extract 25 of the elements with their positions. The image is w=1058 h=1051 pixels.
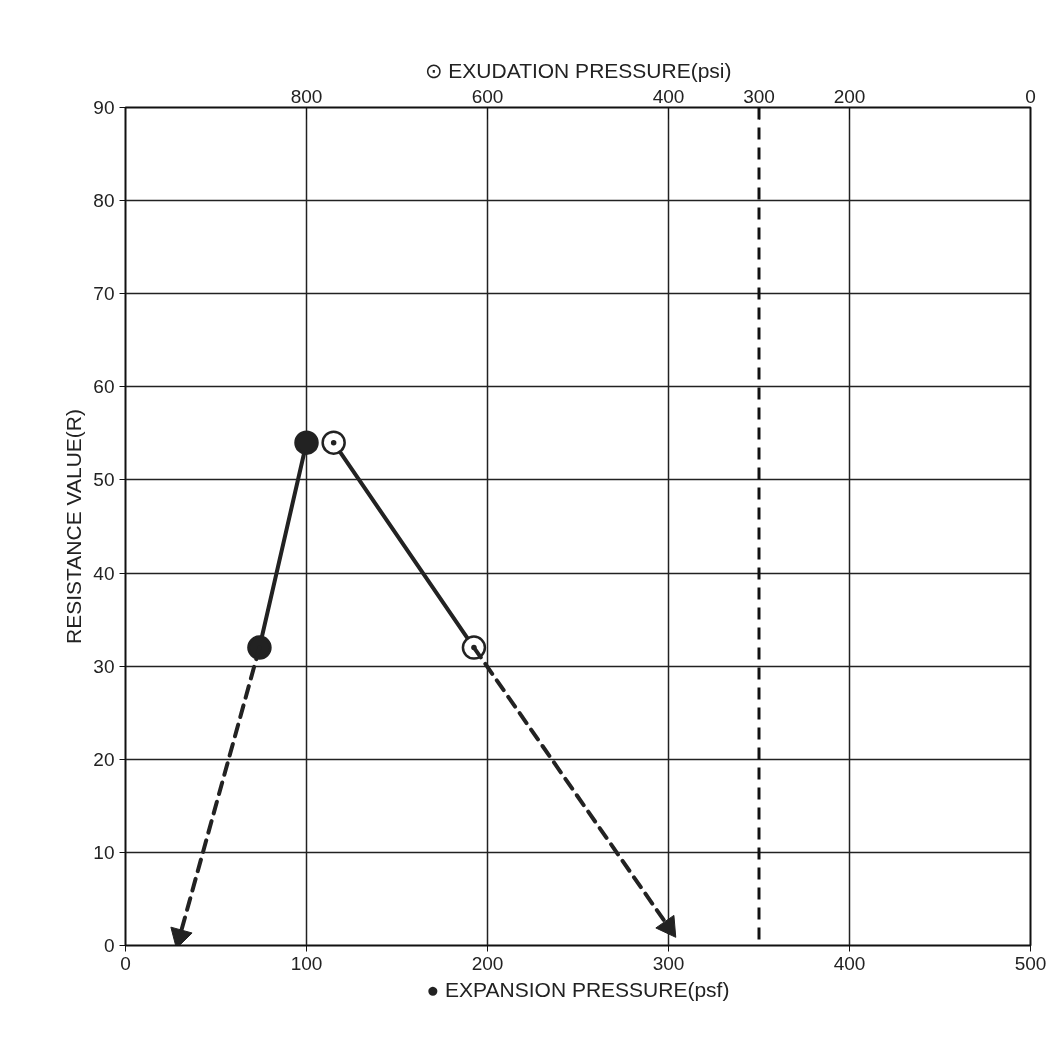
y-tick-label: 60 xyxy=(93,376,115,398)
x2-tick-label: 0 xyxy=(1025,85,1036,107)
y-tick-label: 30 xyxy=(93,655,115,677)
y-tick-label: 80 xyxy=(93,190,115,212)
x-tick-label: 400 xyxy=(833,952,866,974)
x-tick-label: 300 xyxy=(652,952,685,974)
y-tick-label: 0 xyxy=(103,935,115,956)
x2-tick-label: 600 xyxy=(471,85,504,107)
y-tick-label: 50 xyxy=(93,469,115,491)
y-tick-label: 10 xyxy=(93,841,115,863)
x-tick-label: 200 xyxy=(471,952,504,974)
y-tick-label: 40 xyxy=(93,562,115,584)
x-axis-title: ● EXPANSION PRESSURE(psf) xyxy=(426,977,730,1001)
x2-tick-label: 800 xyxy=(290,85,323,107)
x-tick-label: 100 xyxy=(290,952,323,974)
x2-tick-label: 400 xyxy=(652,85,685,107)
x-tick-label: 0 xyxy=(120,952,131,974)
x2-tick-label: 200 xyxy=(833,85,866,107)
x2-axis-title: ⊙ EXUDATION PRESSURE(psi) xyxy=(424,58,732,82)
y-tick-label: 70 xyxy=(93,283,115,305)
y-axis-title: RESISTANCE VALUE(R) xyxy=(62,409,86,644)
x2-tick-label: 300 xyxy=(743,85,775,107)
y-tick-label: 20 xyxy=(93,748,115,770)
y-tick-label: 90 xyxy=(93,97,115,118)
x-tick-label: 500 xyxy=(1014,952,1047,974)
